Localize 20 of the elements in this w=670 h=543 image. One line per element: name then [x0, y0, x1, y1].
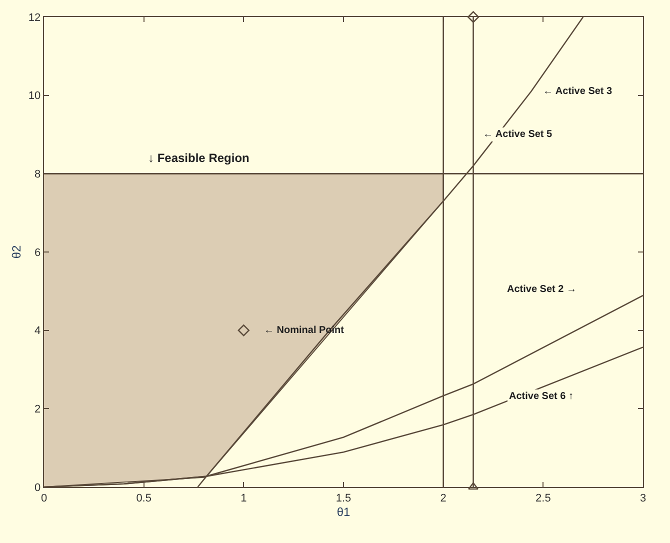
x-tick-label: 1.5: [336, 492, 352, 504]
y-tick-label: 4: [34, 325, 41, 338]
annotation: ↓ Feasible Region: [148, 151, 250, 165]
x-axis-title: θ1: [336, 505, 350, 520]
y-tick-label: 12: [28, 12, 41, 24]
x-tick-label: 3: [640, 492, 646, 504]
y-tick-label: 8: [34, 168, 41, 181]
x-tick-label: 1: [240, 492, 247, 504]
y-tick-label: 6: [34, 246, 41, 259]
annotation: ← Active Set 3: [543, 86, 613, 97]
x-tick-label: 0.5: [136, 492, 152, 504]
x-tick-label: 2.5: [536, 492, 551, 504]
y-axis-title: θ2: [10, 245, 24, 259]
x-tick-label: 2: [440, 492, 446, 504]
annotation: Active Set 6 ↑: [509, 391, 574, 402]
annotation: Active Set 2 →: [507, 284, 576, 295]
y-tick-label: 0: [34, 482, 41, 494]
y-tick-label: 2: [34, 404, 41, 416]
y-tick-label: 10: [28, 90, 41, 102]
annotation: ← Active Set 5: [483, 129, 553, 140]
